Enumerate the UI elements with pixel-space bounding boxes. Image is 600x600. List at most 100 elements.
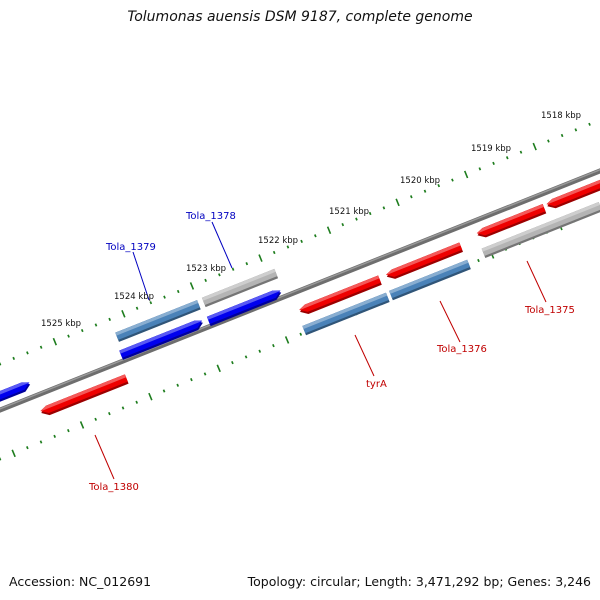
leader-tola-1376 xyxy=(439,300,461,343)
minor-tick xyxy=(12,356,16,361)
minor-tick xyxy=(258,349,262,353)
major-tick xyxy=(532,142,537,151)
minor-tick xyxy=(135,306,139,310)
major-tick xyxy=(11,449,16,458)
minor-tick xyxy=(67,429,70,433)
feature-blue-forward-2[interactable] xyxy=(206,288,283,327)
minor-tick xyxy=(218,273,221,277)
leader-tyra xyxy=(354,334,375,377)
major-tick xyxy=(284,336,290,344)
minor-tick xyxy=(492,161,495,165)
minor-tick xyxy=(80,328,84,333)
minor-tick xyxy=(299,332,303,336)
feature-tola-1375-upper[interactable] xyxy=(476,204,547,240)
major-tick xyxy=(121,310,126,318)
minor-tick xyxy=(0,362,2,366)
leader-tola-1375 xyxy=(526,260,547,303)
feature-gray-1375[interactable] xyxy=(481,202,600,258)
genome-summary-text: Topology: circular; Length: 3,471,292 bp… xyxy=(247,574,591,589)
gene-label-tola-1380[interactable]: Tola_1380 xyxy=(88,482,139,493)
feature-tyra-upper[interactable] xyxy=(298,275,382,316)
leader-tola-1378 xyxy=(211,221,233,269)
minor-tick xyxy=(314,234,317,238)
scale-label-1518: 1518 kbp xyxy=(541,111,581,121)
minor-tick xyxy=(451,178,454,182)
minor-tick xyxy=(272,343,275,348)
minor-tick xyxy=(203,372,207,376)
major-tick xyxy=(79,421,85,429)
feature-blue-forward-1[interactable] xyxy=(119,318,204,360)
minor-tick xyxy=(121,406,125,410)
feature-blue-left-edge[interactable] xyxy=(0,380,32,409)
minor-tick xyxy=(26,446,29,450)
gene-label-tyra[interactable]: tyrA xyxy=(366,379,387,390)
gene-label-tola-1375[interactable]: Tola_1375 xyxy=(524,305,575,316)
major-tick xyxy=(395,198,400,207)
minor-tick xyxy=(437,184,441,188)
minor-tick xyxy=(300,239,303,243)
minor-tick xyxy=(39,440,43,444)
minor-tick xyxy=(149,301,153,305)
scale-label-1519: 1519 kbp xyxy=(471,144,511,154)
gene-label-tola-1379[interactable]: Tola_1379 xyxy=(105,242,156,253)
gene-label-tola-1376[interactable]: Tola_1376 xyxy=(436,344,487,355)
minor-tick xyxy=(478,167,482,171)
minor-tick xyxy=(423,189,427,193)
major-tick xyxy=(52,337,58,346)
minor-tick xyxy=(588,122,591,126)
feature-steelblue-1376[interactable] xyxy=(389,259,471,301)
minor-tick xyxy=(341,223,345,227)
minor-tick xyxy=(108,412,111,416)
minor-tick xyxy=(26,351,29,355)
minor-tick xyxy=(94,323,98,327)
label-leaders xyxy=(94,221,547,480)
minor-tick xyxy=(135,400,139,404)
minor-tick xyxy=(53,434,57,438)
feature-tola-1379[interactable] xyxy=(115,300,201,342)
page-title: Tolumonas auensis DSM 9187, complete gen… xyxy=(127,9,473,25)
minor-tick xyxy=(286,245,290,249)
feature-steelblue-tyra[interactable] xyxy=(302,292,390,336)
minor-tick xyxy=(176,383,180,387)
major-tick xyxy=(463,170,469,179)
major-tick xyxy=(189,282,195,290)
minor-tick xyxy=(272,250,276,255)
minor-tick xyxy=(108,317,111,322)
feature-tola-1380[interactable] xyxy=(39,374,129,417)
scale-label-1520: 1520 kbp xyxy=(400,176,440,186)
feature-tola-1378[interactable] xyxy=(201,268,279,308)
minor-tick xyxy=(94,417,98,421)
minor-tick xyxy=(245,262,249,266)
minor-tick xyxy=(231,267,235,271)
leader-tola-1380 xyxy=(94,434,115,480)
scale-label-1524: 1524 kbp xyxy=(114,292,154,302)
minor-tick xyxy=(560,133,564,138)
gene-labels: Tola_1378 Tola_1379 Tola_1375 Tola_1376 … xyxy=(88,211,575,493)
backbone-highlight xyxy=(0,169,600,410)
minor-tick xyxy=(547,139,550,143)
minor-tick xyxy=(368,211,372,216)
feature-tola-1376-upper[interactable] xyxy=(385,242,464,282)
major-tick xyxy=(326,226,332,235)
leader-tola-1379 xyxy=(132,251,150,301)
minor-tick xyxy=(244,355,248,359)
major-tick xyxy=(148,392,153,401)
minor-tick xyxy=(204,278,207,283)
minor-tick xyxy=(231,360,234,365)
outer-scale-track xyxy=(0,122,591,366)
minor-tick xyxy=(0,457,2,461)
minor-tick xyxy=(176,289,180,294)
genome-backbone xyxy=(0,168,600,413)
minor-tick xyxy=(355,217,358,221)
scale-label-1521: 1521 kbp xyxy=(329,207,369,217)
minor-tick xyxy=(382,206,386,210)
gene-label-tola-1378[interactable]: Tola_1378 xyxy=(185,211,236,222)
scale-label-1525: 1525 kbp xyxy=(41,319,81,329)
minor-tick xyxy=(190,378,193,382)
minor-tick xyxy=(67,334,70,338)
minor-tick xyxy=(519,150,523,154)
feature-red-upper-right[interactable] xyxy=(545,177,600,211)
minor-tick xyxy=(477,258,480,263)
